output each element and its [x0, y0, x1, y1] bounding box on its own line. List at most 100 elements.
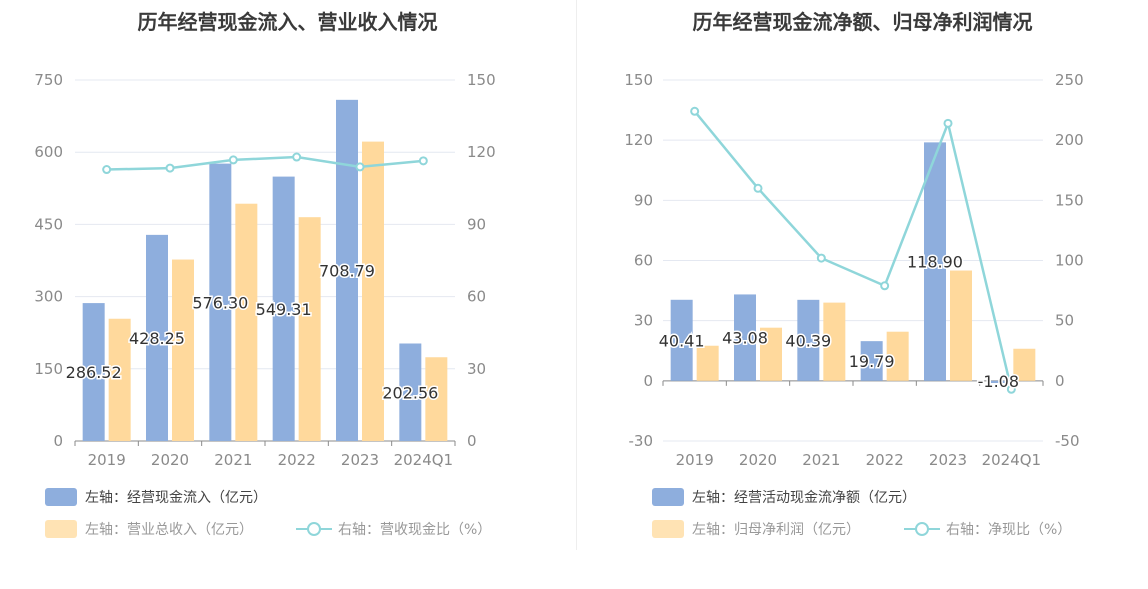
bar	[696, 345, 719, 381]
y-right-tick-label: 150	[1055, 191, 1084, 209]
y-left-tick-label: 0	[53, 432, 63, 450]
bar	[362, 141, 384, 442]
data-label: 708.79	[319, 261, 375, 280]
data-label: 118.90	[907, 253, 963, 272]
data-label: 40.39	[785, 331, 831, 350]
y-left-tick-label: 150	[34, 360, 63, 378]
x-tick-label: 2023	[341, 451, 379, 469]
data-label: 19.79	[849, 352, 895, 371]
x-tick-label: 2019	[88, 451, 126, 469]
y-left-tick-label: 600	[34, 143, 63, 161]
legend-label: 右轴：营收现金比（%）	[338, 522, 492, 538]
bar	[823, 302, 846, 381]
y-left-tick-label: 30	[634, 312, 653, 330]
chart-panel-cash-inflow: 历年经营现金流入、营业收入情况 750 600 450 300 150 0 150 120 90…	[0, 0, 575, 550]
legend-label: 左轴：归母净利润（亿元）	[692, 522, 860, 538]
line-point	[292, 152, 302, 162]
line-point	[690, 106, 700, 116]
legend-label: 右轴：净现比（%）	[946, 522, 1072, 538]
bar	[272, 176, 295, 441]
bar	[172, 259, 194, 441]
y-right-tick-label: 120	[467, 143, 496, 161]
y-left-tick-label: 60	[634, 252, 653, 270]
chart-svg: 150 120 90 60 30 0 -30 250 200 150 100 50 0 -50 2019 20…	[624, 71, 1084, 469]
legend-line-marker-icon	[904, 520, 940, 538]
y-left-tick-label: 150	[624, 71, 653, 89]
bar	[298, 217, 321, 441]
y-left-tick-label: 750	[34, 71, 63, 89]
bar	[987, 380, 1010, 383]
bar	[797, 299, 820, 381]
data-label: 549.31	[256, 300, 312, 319]
data-label: 286.52	[66, 363, 122, 382]
x-tick-label: 2024Q1	[982, 451, 1042, 469]
y-right-tick-label: 250	[1055, 71, 1084, 89]
x-tick-label: 2020	[739, 451, 777, 469]
y-right-tick-label: 60	[467, 288, 486, 306]
x-tick-label: 2021	[802, 451, 840, 469]
legend-line-marker-icon	[296, 520, 332, 538]
data-label: 43.08	[722, 329, 768, 348]
bar	[235, 203, 258, 441]
line-point	[102, 165, 112, 175]
data-label: 40.41	[659, 331, 705, 350]
y-right-tick-label: 100	[1055, 252, 1084, 270]
legend-item-ratio[interactable]: 右轴：净现比（%）	[904, 519, 1071, 539]
y-right-tick-label: 50	[1055, 312, 1074, 330]
bar	[886, 331, 909, 381]
bar	[924, 142, 946, 381]
y-right-tick-label: 0	[1055, 372, 1065, 390]
x-tick-label: 2022	[866, 451, 904, 469]
legend-item-net-cash[interactable]: 左轴：经营活动现金流净额（亿元）	[652, 487, 916, 507]
chart-title: 历年经营现金流入、营业收入情况	[137, 10, 438, 34]
line-series	[106, 155, 424, 171]
y-right-tick-label: 90	[467, 215, 486, 233]
panel-divider	[576, 0, 577, 550]
x-tick-label: 2019	[676, 451, 714, 469]
data-label: 202.56	[382, 383, 438, 402]
y-left-tick-label: 120	[624, 131, 653, 149]
bar	[760, 327, 782, 381]
bar	[209, 163, 232, 441]
bar	[950, 270, 972, 381]
x-tick-label: 2023	[929, 451, 967, 469]
x-tick-label: 2021	[214, 451, 252, 469]
data-label: -1.08	[978, 372, 1019, 391]
line-point	[355, 162, 365, 172]
line-point	[816, 253, 826, 263]
x-tick-label: 2024Q1	[394, 451, 454, 469]
line-point	[753, 183, 763, 193]
legend-swatch-blue	[45, 488, 77, 506]
bar	[399, 343, 422, 441]
legend-swatch-orange	[652, 520, 684, 538]
line-point	[165, 163, 175, 173]
y-right-tick-label: 0	[467, 432, 477, 450]
legend-swatch-orange	[45, 520, 77, 538]
chart-title: 历年经营现金流净额、归母净利润情况	[692, 10, 1033, 34]
legend-item-net-profit[interactable]: 左轴：归母净利润（亿元）	[652, 519, 860, 539]
bar	[860, 341, 883, 381]
line-point	[418, 156, 428, 166]
data-label: 576.30	[192, 293, 248, 312]
y-left-tick-label: 300	[34, 288, 63, 306]
legend-label: 左轴：经营活动现金流净额（亿元）	[692, 490, 916, 506]
bar	[425, 357, 448, 441]
line-point	[880, 281, 890, 291]
chart-panel-net-cash: 历年经营现金流净额、归母净利润情况 150 120 90 60 30 0 -30 250 200…	[577, 0, 1148, 550]
y-right-tick-label: 200	[1055, 131, 1084, 149]
legend-label: 左轴：营业总收入（亿元）	[85, 522, 253, 538]
bar	[336, 99, 358, 441]
bar	[1013, 348, 1036, 381]
legend-item-cash-inflow[interactable]: 左轴：经营现金流入（亿元）	[45, 487, 267, 507]
x-tick-label: 2022	[278, 451, 316, 469]
y-left-tick-label: 0	[643, 372, 653, 390]
y-right-tick-label: 150	[467, 71, 496, 89]
bar	[670, 299, 693, 381]
legend-label: 左轴：经营现金流入（亿元）	[85, 490, 267, 506]
line-point	[228, 155, 238, 165]
legend-item-revenue[interactable]: 左轴：营业总收入（亿元）	[45, 519, 253, 539]
legend-swatch-blue	[652, 488, 684, 506]
bar	[108, 318, 131, 441]
legend-item-ratio[interactable]: 右轴：营收现金比（%）	[296, 519, 491, 539]
